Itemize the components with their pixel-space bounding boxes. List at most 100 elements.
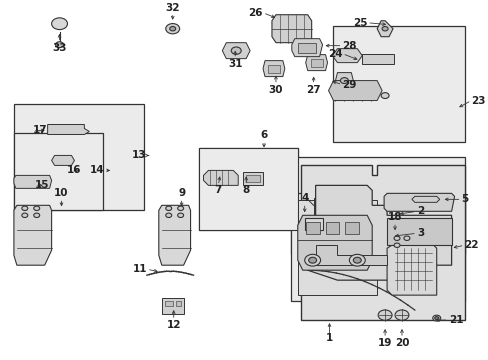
Polygon shape — [14, 205, 52, 265]
Polygon shape — [328, 81, 381, 100]
Polygon shape — [14, 175, 52, 188]
Polygon shape — [315, 245, 386, 265]
Circle shape — [56, 42, 63, 48]
Polygon shape — [304, 218, 322, 230]
Bar — [245, 175, 260, 183]
Circle shape — [393, 243, 399, 247]
Text: 15: 15 — [35, 180, 49, 190]
Text: 12: 12 — [166, 320, 181, 330]
Text: 6: 6 — [260, 130, 267, 140]
Text: 22: 22 — [464, 240, 478, 250]
Circle shape — [165, 206, 171, 211]
Polygon shape — [291, 39, 322, 57]
Polygon shape — [300, 165, 464, 320]
Polygon shape — [47, 125, 89, 135]
Polygon shape — [386, 218, 451, 245]
Text: 10: 10 — [54, 188, 69, 198]
Bar — [290, 193, 464, 301]
Bar — [198, 148, 297, 230]
Circle shape — [308, 257, 316, 263]
Text: 18: 18 — [387, 212, 402, 222]
Circle shape — [52, 18, 67, 30]
Text: 25: 25 — [352, 18, 366, 28]
Polygon shape — [297, 215, 371, 270]
Circle shape — [434, 316, 438, 320]
Circle shape — [34, 213, 40, 217]
Circle shape — [353, 257, 361, 263]
Circle shape — [380, 93, 388, 99]
Text: 1: 1 — [325, 333, 332, 343]
Circle shape — [393, 236, 399, 240]
Text: 19: 19 — [377, 338, 391, 348]
Text: 21: 21 — [447, 315, 462, 325]
Polygon shape — [376, 21, 392, 37]
Text: 26: 26 — [248, 8, 263, 18]
Text: 28: 28 — [342, 41, 356, 51]
Polygon shape — [263, 60, 285, 77]
Text: 16: 16 — [67, 165, 81, 175]
Bar — [297, 43, 315, 53]
Polygon shape — [411, 196, 439, 202]
Bar — [325, 222, 339, 234]
Polygon shape — [297, 200, 376, 295]
Polygon shape — [52, 156, 74, 165]
Polygon shape — [243, 172, 263, 185]
Bar — [164, 301, 172, 306]
Text: 13: 13 — [131, 150, 145, 161]
Text: 2: 2 — [416, 206, 423, 216]
Text: 31: 31 — [227, 59, 242, 69]
Bar — [305, 222, 319, 234]
Polygon shape — [203, 170, 238, 185]
Text: 20: 20 — [394, 338, 408, 348]
Bar — [362, 54, 393, 64]
Circle shape — [165, 213, 171, 217]
Bar — [310, 59, 322, 67]
Bar — [198, 148, 297, 230]
Circle shape — [165, 23, 179, 34]
Text: 9: 9 — [178, 188, 185, 198]
Circle shape — [340, 78, 347, 84]
Polygon shape — [386, 243, 436, 295]
Text: 24: 24 — [327, 49, 342, 59]
Text: 8: 8 — [242, 185, 249, 195]
Circle shape — [348, 254, 365, 266]
Bar — [333, 26, 464, 143]
Bar — [14, 134, 103, 210]
Bar — [162, 298, 183, 314]
Text: 32: 32 — [165, 3, 180, 13]
Bar — [290, 157, 464, 254]
Polygon shape — [222, 43, 249, 59]
Circle shape — [304, 254, 320, 266]
Polygon shape — [332, 49, 362, 63]
Circle shape — [377, 310, 391, 320]
Circle shape — [169, 27, 175, 31]
Circle shape — [177, 206, 183, 211]
Circle shape — [177, 213, 183, 217]
Text: 14: 14 — [89, 165, 104, 175]
Text: 4: 4 — [301, 193, 308, 203]
Text: 29: 29 — [342, 80, 356, 90]
Text: 23: 23 — [470, 95, 485, 105]
Circle shape — [403, 236, 409, 240]
Text: 27: 27 — [305, 85, 320, 95]
Circle shape — [432, 315, 440, 321]
Circle shape — [34, 206, 40, 211]
Circle shape — [231, 47, 241, 54]
Bar — [345, 222, 359, 234]
Text: 30: 30 — [268, 85, 283, 95]
Bar — [267, 65, 279, 73]
Circle shape — [22, 206, 28, 211]
Bar — [14, 104, 143, 210]
Text: 7: 7 — [214, 185, 222, 195]
Polygon shape — [159, 205, 190, 265]
Circle shape — [394, 310, 408, 320]
Text: 33: 33 — [52, 43, 67, 53]
Text: 5: 5 — [461, 194, 468, 204]
Polygon shape — [335, 73, 353, 89]
Circle shape — [22, 213, 28, 217]
Bar — [175, 301, 180, 306]
Polygon shape — [307, 185, 451, 280]
Text: 11: 11 — [132, 264, 146, 274]
Polygon shape — [384, 193, 454, 211]
Polygon shape — [305, 55, 327, 71]
